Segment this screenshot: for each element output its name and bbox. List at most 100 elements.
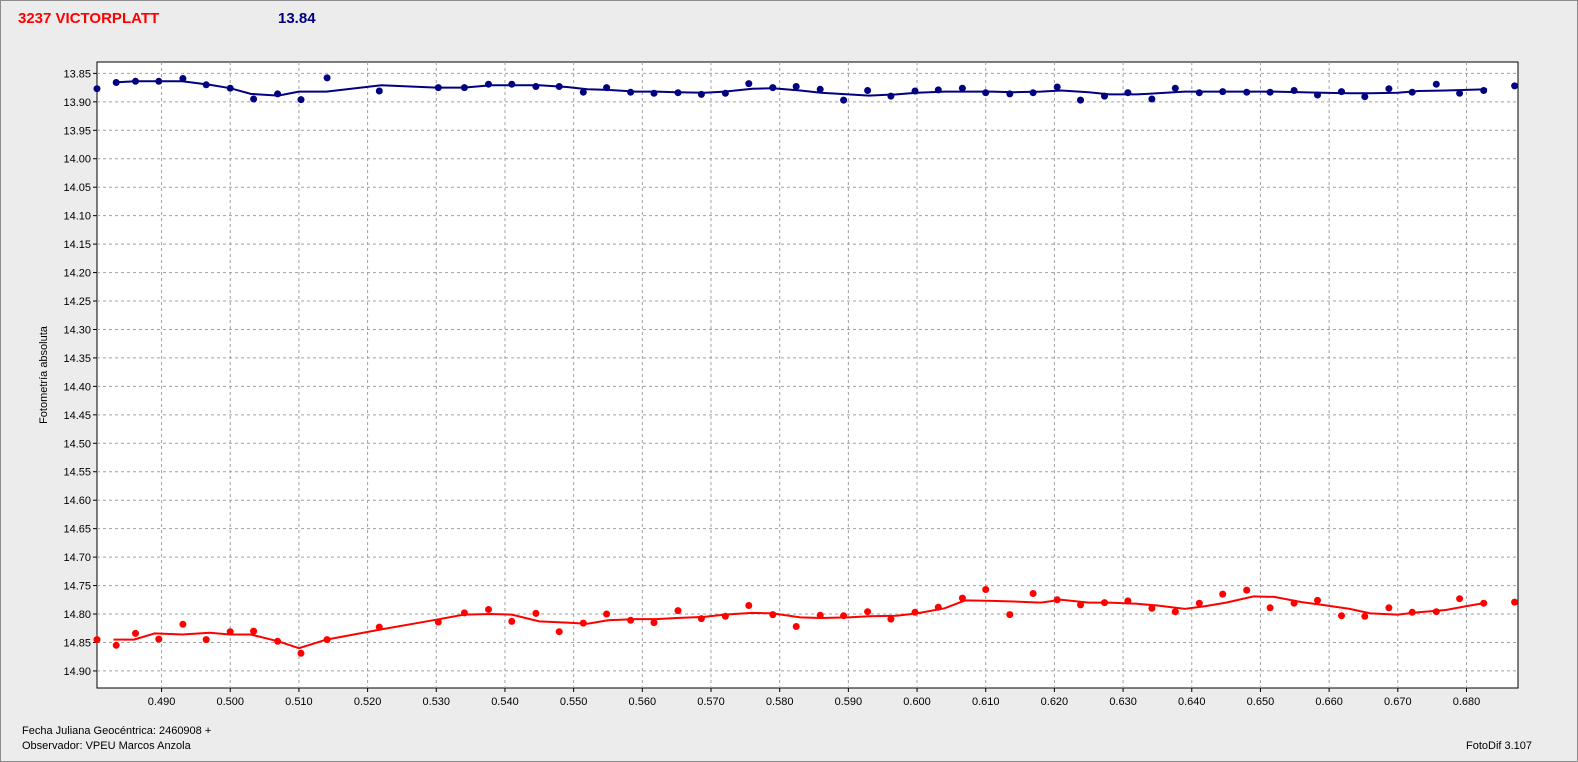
comparison-data-point (555, 83, 563, 90)
target-data-point (721, 612, 729, 620)
target-data-point (745, 602, 753, 609)
target-data-point (1432, 608, 1440, 616)
comparison-data-point (202, 81, 210, 89)
comparison-data-point (1361, 93, 1369, 101)
y-tick-label: 14.75 (63, 581, 91, 593)
x-tick-label: 0.500 (216, 696, 244, 708)
target-data-point (816, 611, 824, 619)
target-data-point (1385, 604, 1393, 612)
target-data-point (840, 612, 848, 620)
comparison-data-point (112, 79, 120, 86)
target-data-point (1053, 596, 1061, 604)
comparison-data-point (250, 95, 258, 103)
comparison-data-point (532, 83, 540, 90)
target-data-point (1290, 599, 1298, 607)
software-version-label: FotoDif 3.107 (1466, 740, 1533, 752)
julian-date-label: Fecha Juliana Geocéntrica: 2460908 + (22, 725, 212, 737)
comparison-data-point (508, 80, 516, 88)
comparison-data-point (697, 90, 705, 98)
target-data-point (958, 594, 966, 602)
y-tick-label: 14.20 (63, 268, 91, 280)
comparison-data-point (1385, 85, 1393, 93)
y-tick-label: 14.25 (63, 296, 91, 308)
x-tick-label: 0.650 (1247, 696, 1275, 708)
target-data-point (202, 636, 210, 644)
target-data-point (792, 623, 800, 630)
target-smooth-line (113, 595, 1488, 650)
comparison-data-point (650, 89, 658, 97)
comparison-data-point (1171, 84, 1179, 92)
x-tick-label: 0.600 (903, 696, 931, 708)
comparison-data-point (1290, 87, 1298, 94)
target-data-point (112, 641, 120, 649)
comparison-data-point (1195, 89, 1203, 97)
comparison-data-point (226, 84, 234, 92)
observer-label: Observador: VPEU Marcos Anzola (22, 740, 191, 752)
y-tick-label: 14.55 (63, 467, 91, 479)
comparison-data-point (1432, 80, 1440, 88)
y-tick-label: 14.30 (63, 324, 91, 336)
comparison-data-point (1101, 92, 1108, 100)
target-data-point (1456, 595, 1464, 603)
y-tick-label: 14.60 (63, 495, 91, 507)
comparison-data-point (1077, 96, 1084, 104)
x-tick-label: 0.660 (1315, 696, 1343, 708)
target-data-point (1314, 596, 1321, 604)
x-tick-label: 0.570 (697, 696, 725, 708)
comparison-data-point (934, 86, 942, 94)
comparison-data-point (1243, 88, 1251, 96)
comparison-data-point (155, 77, 163, 85)
target-data-point (226, 628, 234, 636)
target-data-point (1124, 597, 1132, 605)
target-data-point (1266, 604, 1274, 612)
comparison-data-point (911, 87, 919, 95)
comparison-data-point (1148, 95, 1156, 103)
y-tick-label: 14.40 (63, 381, 91, 393)
comparison-data-point (375, 87, 383, 95)
target-data-point (1338, 612, 1345, 620)
target-data-point (323, 636, 331, 644)
comparison-data-point (1408, 88, 1416, 96)
y-tick-label: 14.45 (63, 410, 91, 422)
target-data-point (274, 637, 282, 645)
axes: 0.490 0.500 0.510 0.520 0.530 0.540 0.550 0.560… (63, 68, 1480, 708)
y-tick-label: 14.05 (63, 182, 91, 194)
target-data-point (1361, 612, 1369, 620)
target-data-point (1006, 611, 1014, 619)
target-data-point (375, 623, 383, 631)
target-data-point (674, 607, 682, 615)
comparison-data-point (603, 84, 611, 92)
x-tick-label: 0.560 (629, 696, 657, 708)
comparison-data-point (721, 89, 729, 97)
y-tick-label: 13.85 (63, 68, 91, 80)
y-tick-label: 14.35 (63, 353, 91, 365)
y-tick-label: 13.95 (63, 125, 91, 137)
y-tick-label: 14.00 (63, 154, 91, 166)
target-data-point (603, 610, 611, 618)
comparison-data-point (323, 74, 331, 82)
comparison-data-point (1314, 91, 1321, 99)
target-data-point (1029, 590, 1037, 597)
target-data-point (132, 629, 139, 637)
x-tick-label: 0.590 (835, 696, 863, 708)
target-data-point (555, 628, 563, 636)
comparison-data-point (1124, 89, 1132, 97)
target-data-point (532, 609, 540, 617)
comparison-data-point (1029, 89, 1037, 97)
x-tick-label: 0.530 (423, 696, 451, 708)
target-data-point (155, 635, 163, 643)
target-data-point (934, 603, 942, 611)
x-tick-label: 0.610 (972, 696, 1000, 708)
comparison-data-point (982, 89, 990, 97)
comparison-data-point (1219, 88, 1227, 96)
comparison-data-point (579, 88, 587, 96)
target-data-point (887, 615, 895, 623)
target-data-point (1195, 599, 1203, 607)
comparison-data-point (792, 83, 800, 90)
x-tick-label: 0.640 (1178, 696, 1206, 708)
x-tick-label: 0.520 (354, 696, 382, 708)
comparison-data-point (485, 80, 492, 88)
x-tick-label: 0.490 (148, 696, 176, 708)
x-tick-label: 0.510 (285, 696, 313, 708)
